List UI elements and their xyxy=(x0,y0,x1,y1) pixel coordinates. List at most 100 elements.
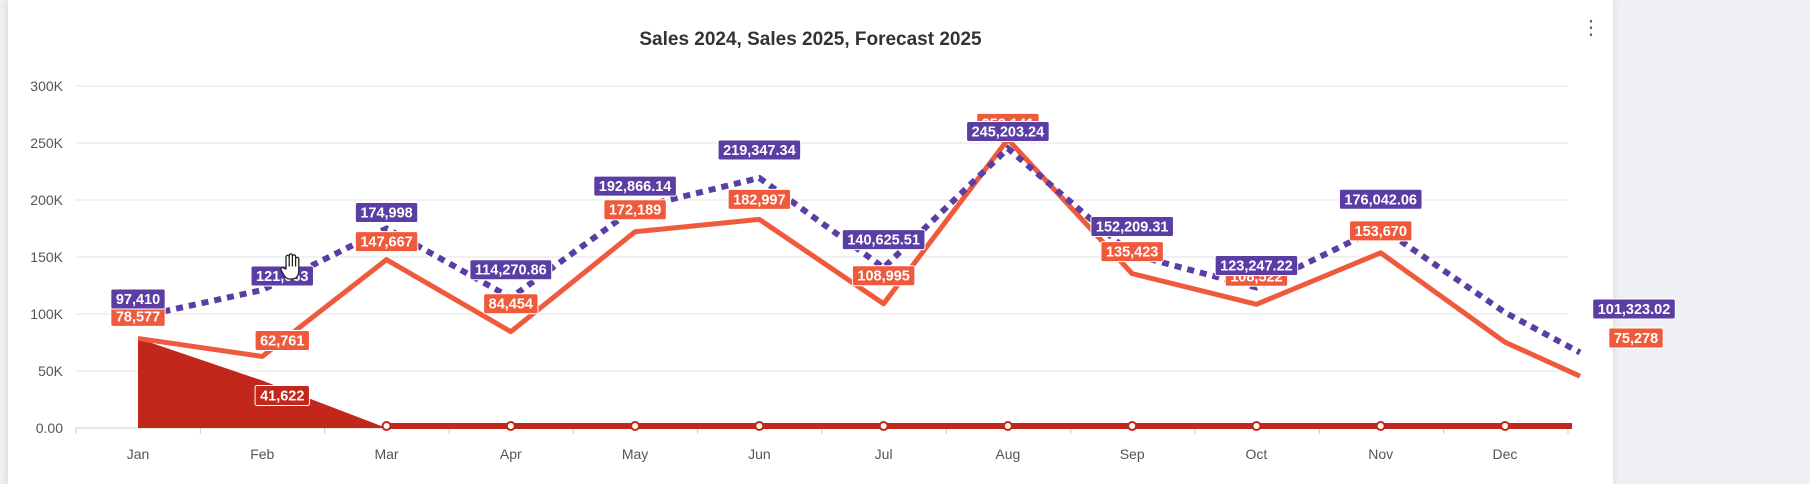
sales-2025-label-bg xyxy=(254,385,310,407)
x-tick-label: Mar xyxy=(374,446,398,462)
x-tick-label: Jun xyxy=(748,446,771,462)
forecast-2025-label-text: 152,209.31 xyxy=(1096,219,1169,235)
forecast-2025-label-text: 192,866.14 xyxy=(599,179,672,195)
forecast-2025-label-text: 176,042.06 xyxy=(1344,192,1417,208)
sales-2025-area xyxy=(138,338,1572,429)
sales-2025-point xyxy=(754,421,765,431)
sales-2025-point xyxy=(878,421,889,431)
sales-2024-label-bg xyxy=(727,188,792,210)
sales-2024-label: 135,423 xyxy=(1100,241,1164,263)
x-axis: Jan Feb Mar Apr May Jun Jul Aug Sep Oct Nov Dec xyxy=(75,428,1569,462)
forecast-2025-label-bg xyxy=(841,229,926,251)
forecast-2025-label-bg xyxy=(469,259,553,281)
x-tick-label: Nov xyxy=(1368,446,1393,462)
sales-2025-point xyxy=(1251,421,1262,431)
forecast-2025-label-text: 123,247.22 xyxy=(1220,258,1293,274)
sales-2024-label-bg xyxy=(354,231,419,253)
sales-2024-label-text: 75,278 xyxy=(1614,331,1658,347)
sales-2025-point xyxy=(630,421,641,431)
forecast-2025-label-bg xyxy=(1090,215,1174,237)
forecast-2025-label: 192,866.14 xyxy=(593,175,677,197)
sales-2024-label-text: 172,189 xyxy=(609,203,661,219)
sales-2024-label-bg xyxy=(851,265,916,287)
y-tick-label: 0.00 xyxy=(36,420,63,436)
forecast-2025-label-text: 101,323.02 xyxy=(1598,302,1671,318)
sales-2024-label: 84,454 xyxy=(483,293,539,315)
series-markers xyxy=(381,421,1510,431)
sales-2024-label: 172,189 xyxy=(603,199,667,221)
x-tick-label: Dec xyxy=(1493,446,1518,462)
forecast-2025-label-bg xyxy=(354,202,419,224)
sales-2024-line xyxy=(137,136,1582,379)
forecast-2025-label: 174,998 xyxy=(354,202,419,224)
sales-2024-label: 62,761 xyxy=(254,329,310,351)
sales-2025-point xyxy=(1002,421,1013,431)
sales-2024-label: 182,997 xyxy=(727,188,792,210)
sales-2024-label-bg xyxy=(1100,241,1164,263)
sales-2024-label: 108,995 xyxy=(851,265,916,287)
chart-title: Sales 2024, Sales 2025, Forecast 2025 xyxy=(639,29,982,50)
sales-2024-label-text: 84,454 xyxy=(489,297,533,313)
forecast-2025-label: 152,209.31 xyxy=(1090,215,1174,237)
sales-2025-point xyxy=(1499,421,1510,431)
chart-menu-icon[interactable]: ⋮ xyxy=(1581,17,1601,39)
x-tick-label: Aug xyxy=(995,446,1020,462)
sales-2025-point xyxy=(381,421,392,431)
sales-2025-point xyxy=(1375,421,1386,431)
forecast-2025-label: 114,270.86 xyxy=(469,259,553,281)
forecast-2025-label-bg xyxy=(717,139,802,161)
forecast-2025-label-bg xyxy=(1214,254,1299,276)
sales-2024-label-text: 147,667 xyxy=(360,235,412,251)
sales-2024-label-bg xyxy=(1349,220,1413,242)
x-tick-label: Jan xyxy=(127,446,150,462)
y-axis: 0.00 50K 100K 150K 200K 250K 300K xyxy=(30,78,63,436)
sales-2025-area-fill xyxy=(138,338,1572,428)
forecast-2025-label-bg xyxy=(593,175,677,197)
sales-2024-label-bg xyxy=(1608,327,1664,349)
sales-2024-label-text: 78,577 xyxy=(116,309,160,325)
y-tick-label: 200K xyxy=(30,192,63,208)
sales-2024-label-bg xyxy=(483,293,539,315)
sales-2025-point xyxy=(505,421,516,431)
x-tick-label: Feb xyxy=(250,446,274,462)
x-tick-label: Jul xyxy=(875,446,893,462)
sales-2025-label: 41,622 xyxy=(254,385,310,407)
forecast-2025-label-text: 174,998 xyxy=(360,206,412,222)
data-labels: 78,577 62,761 147,667 84,454 172,189 182,997 1… xyxy=(110,112,1676,407)
forecast-2025-label: 97,410 xyxy=(110,288,166,310)
forecast-2025-label: 176,042.06 xyxy=(1338,188,1423,210)
sales-2024-label-bg xyxy=(254,329,310,351)
forecast-2025-label-text: 114,270.86 xyxy=(475,263,547,279)
y-tick-label: 50K xyxy=(38,363,64,379)
forecast-2025-label: 219,347.34 xyxy=(717,139,802,161)
y-tick-label: 300K xyxy=(30,78,63,94)
sales-2025-point xyxy=(1127,421,1138,431)
sales-2024-label: 153,670 xyxy=(1349,220,1413,242)
forecast-2025-label-bg xyxy=(966,120,1050,142)
forecast-2025-label-text: 140,625.51 xyxy=(847,233,920,249)
forecast-2025-line xyxy=(137,144,1582,356)
sales-2024-label: 78,577 xyxy=(110,305,166,327)
y-tick-label: 250K xyxy=(30,135,63,151)
sales-2024-label-text: 62,761 xyxy=(260,333,304,349)
forecast-2025-label-text: 97,410 xyxy=(116,292,160,308)
hand-cursor-icon xyxy=(280,253,300,280)
sales-2025-label-text: 41,622 xyxy=(260,389,304,405)
forecast-2025-label: 140,625.51 xyxy=(841,229,926,251)
forecast-2025-label-text: 245,203.24 xyxy=(972,124,1045,140)
forecast-2025-label-bg xyxy=(110,288,166,310)
forecast-2025-label-text: 219,347.34 xyxy=(723,143,796,159)
y-tick-label: 150K xyxy=(30,249,63,265)
forecast-2025-label: 123,247.22 xyxy=(1214,254,1299,276)
sales-2024-label-text: 153,670 xyxy=(1355,224,1407,240)
forecast-2025-label: 245,203.24 xyxy=(966,120,1050,142)
sales-2024-label-text: 108,995 xyxy=(857,269,909,285)
forecast-2025-label: 101,323.02 xyxy=(1592,298,1676,320)
forecast-2025-label-bg xyxy=(1338,188,1423,210)
x-tick-label: Apr xyxy=(500,446,522,462)
sales-2024-label-bg xyxy=(603,199,667,221)
series-lines xyxy=(137,136,1582,379)
y-tick-label: 100K xyxy=(30,306,63,322)
sales-2024-label: 75,278 xyxy=(1608,327,1664,349)
